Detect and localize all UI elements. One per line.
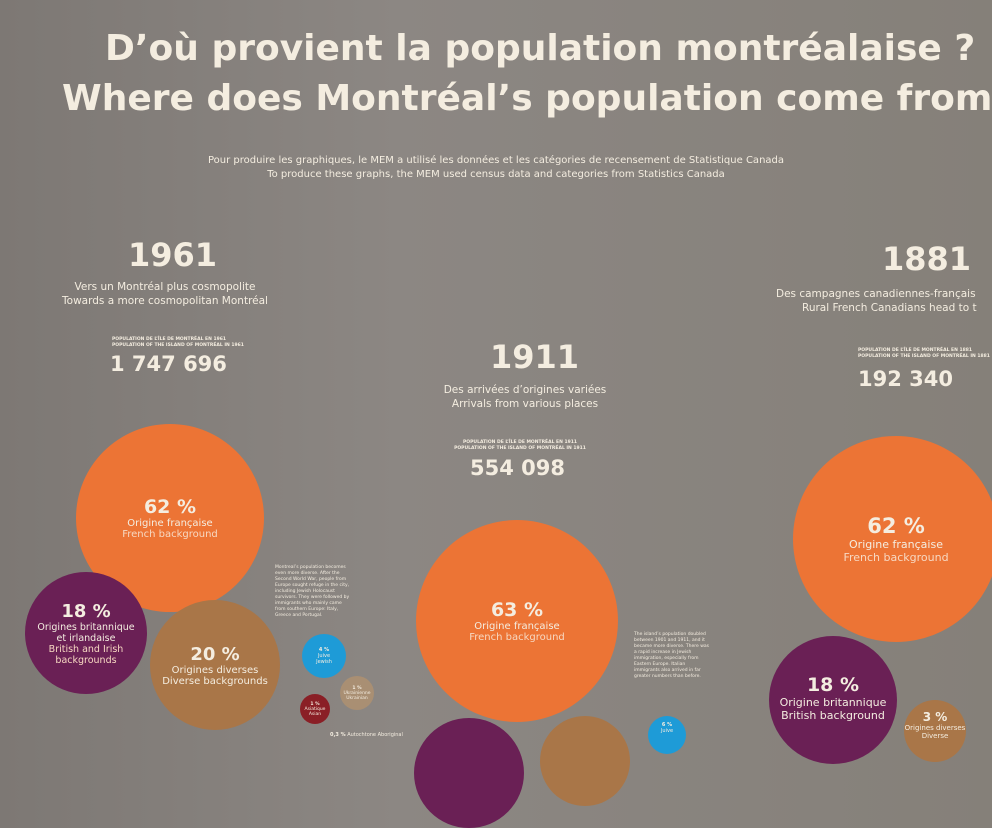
bubble: 62 % Origine française French background (793, 436, 992, 642)
pct: 18 % (61, 600, 111, 622)
pop-label: POPULATION DE L’ÎLE DE MONTRÉAL EN 1881 P… (858, 348, 990, 360)
label-en: French background (122, 529, 218, 540)
population: 1 747 696 (110, 352, 227, 376)
label-en: Diverse backgrounds (162, 675, 268, 687)
paragraph: Montreal’s population becomes even more … (275, 565, 350, 618)
paragraph: The island’s population doubled between … (634, 632, 709, 679)
label-en: Asian (308, 711, 322, 717)
bubble: 6 % Juive (648, 716, 686, 754)
pct: 0,3 % (330, 732, 346, 738)
small-label: 0,3 % Autochtone Aboriginal (330, 732, 403, 738)
heading-en: Arrivals from various places (451, 398, 599, 410)
pct: 20 % (190, 643, 240, 665)
label-fr: Origine française (127, 518, 213, 529)
population: 554 098 (470, 456, 565, 480)
label-en: British background (781, 709, 885, 722)
pct: 18 % (806, 674, 860, 696)
heading-en: Towards a more cosmopolitan Montréal (62, 295, 268, 307)
pop-label: POPULATION DE L’ÎLE DE MONTRÉAL EN 1911 P… (420, 440, 620, 452)
bubble: 18 % Origines britannique et irlandaise Br… (25, 572, 147, 694)
label-en: British and Irish backgrounds (48, 643, 124, 666)
pop-label-en: POPULATION OF THE ISLAND OF MONTRÉAL IN … (112, 343, 244, 348)
heading: Des campagnes canadiennes-français Rural … (776, 287, 977, 315)
label-en: French background (843, 551, 949, 564)
heading-fr: Des campagnes canadiennes-français (776, 288, 976, 300)
circle (414, 718, 524, 828)
label-fr: Autochtone (347, 732, 376, 738)
circle (540, 716, 630, 806)
pct: 1 % (310, 701, 320, 707)
pop-label-fr: POPULATION DE L’ÎLE DE MONTRÉAL EN 1961 (112, 337, 226, 342)
pct: 62 % (867, 514, 925, 538)
label-fr: Asiatique (304, 706, 326, 712)
label-fr: Origines diverses (171, 664, 259, 676)
label-fr: Juive (317, 653, 331, 659)
label-en: Jewish (316, 659, 332, 665)
heading: Des arrivées d’origines variées Arrivals … (420, 383, 630, 411)
pct: 63 % (490, 599, 544, 621)
label-fr: Origine française (849, 538, 943, 551)
pop-label-en: POPULATION OF THE ISLAND OF MONTRÉAL IN … (454, 446, 586, 451)
bubble: 18 % Origine britannique British backgroun… (769, 636, 897, 764)
population: 192 340 (858, 367, 953, 391)
pct: 4 % (318, 647, 330, 653)
label-fr: Juive (660, 728, 674, 734)
label-fr: Origine française (474, 621, 560, 632)
pop-label-fr: POPULATION DE L’ÎLE DE MONTRÉAL EN 1881 (858, 348, 972, 353)
heading: Vers un Montréal plus cosmopolite Towards… (60, 280, 270, 308)
pop-label-fr: POPULATION DE L’ÎLE DE MONTRÉAL EN 1911 (463, 440, 577, 445)
pct: 6 % (661, 722, 673, 728)
pop-label-en: POPULATION OF THE ISLAND OF MONTRÉAL IN … (858, 354, 990, 359)
pct: 3 % (922, 710, 948, 724)
heading-en: Rural French Canadians head to t (802, 302, 977, 314)
label-en: Aboriginal (377, 732, 403, 738)
label-fr: Ukrainienne (343, 690, 371, 696)
label-en: Ukrainian (346, 695, 368, 701)
bubble: 20 % Origines diverses Diverse backgrounds (150, 600, 280, 730)
title-fr: D’où provient la population montréalaise… (105, 28, 976, 69)
label-en: Diverse (921, 732, 949, 740)
heading-fr: Des arrivées d’origines variées (443, 384, 607, 396)
pop-label: POPULATION DE L’ÎLE DE MONTRÉAL EN 1961 P… (112, 337, 244, 349)
year: 1911 (490, 338, 580, 376)
label-fr: Origines diverses (904, 724, 966, 732)
note-en: To produce these graphs, the MEM used ce… (267, 169, 725, 180)
pct: 1 % (352, 685, 362, 691)
bubble: 1 % Asiatique Asian (300, 694, 330, 724)
heading-fr: Vers un Montréal plus cosmopolite (74, 281, 256, 293)
pct: 62 % (143, 496, 197, 518)
year: 1881 (882, 240, 972, 278)
title-en: Where does Montréal’s population come fr… (62, 78, 992, 119)
year: 1961 (128, 236, 218, 274)
bubble: 63 % Origine française French background (416, 520, 618, 722)
label-fr: Origine britannique (779, 696, 887, 709)
label-fr: Origines britannique et irlandaise (37, 621, 135, 644)
bubble: 3 % Origines diverses Diverse (904, 700, 966, 762)
bubble: 1 % Ukrainienne Ukrainian (340, 676, 374, 710)
label-en: French background (469, 632, 565, 643)
note-fr: Pour produire les graphiques, le MEM a u… (207, 155, 785, 166)
note: Pour produire les graphiques, le MEM a u… (0, 154, 992, 182)
bubble: 4 % Juive Jewish (302, 634, 346, 678)
